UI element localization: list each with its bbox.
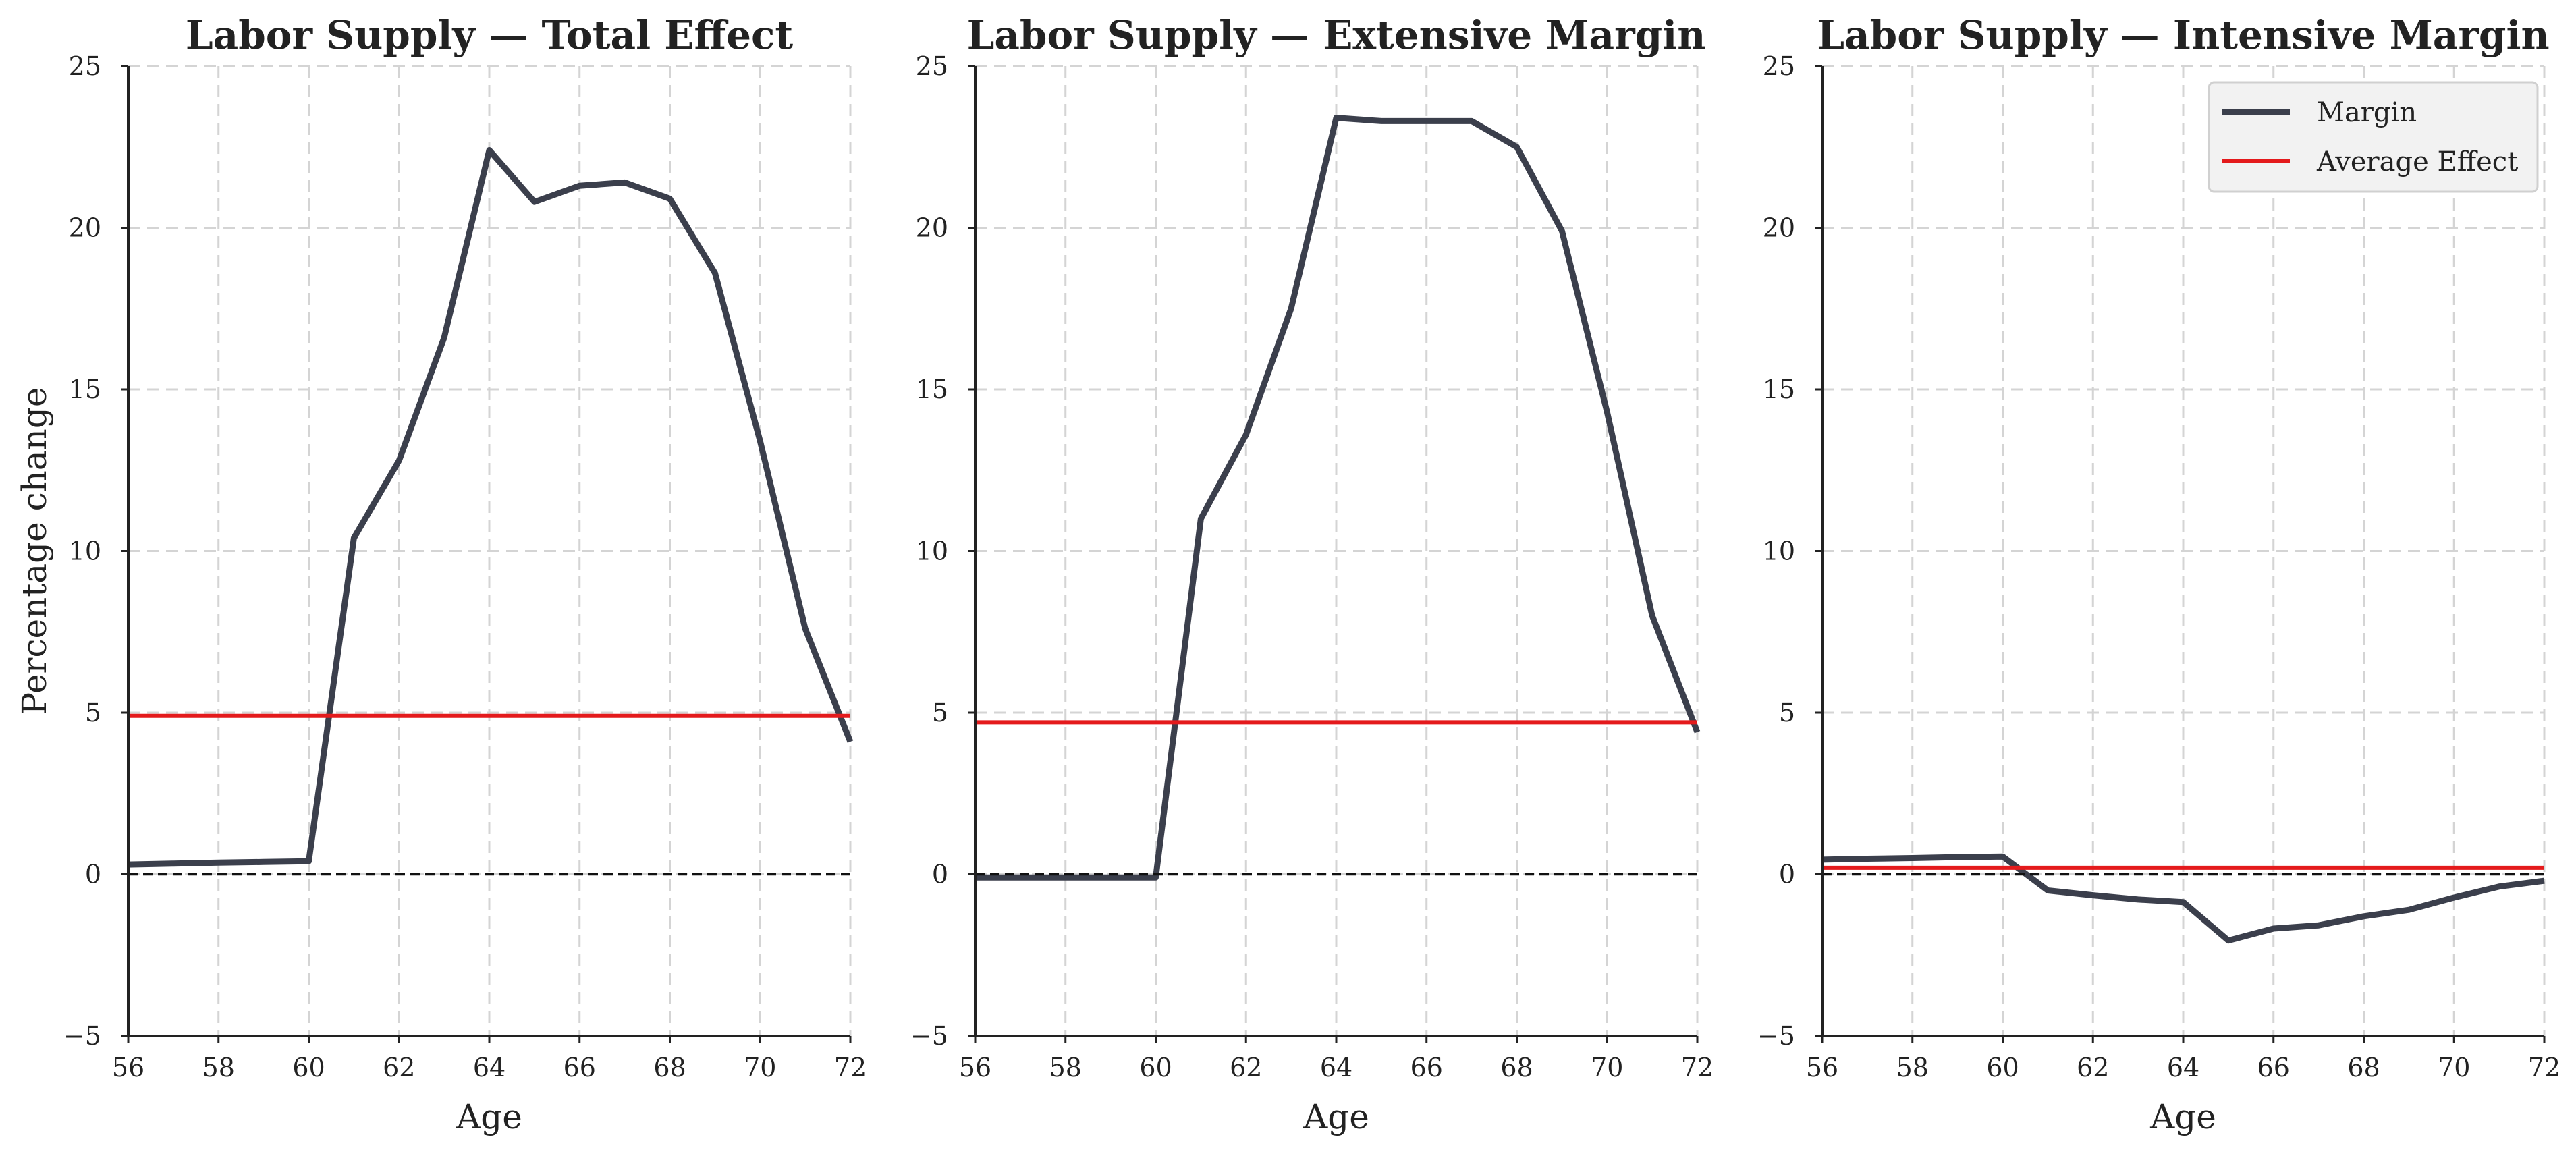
y-axis-label: Percentage change — [15, 387, 54, 715]
x-tick-label: 64 — [2167, 1053, 2199, 1082]
x-tick-label: 68 — [2347, 1053, 2380, 1082]
panel-intensive-margin: 56 58 60 62 64 66 68 70 72 −5 0 5 10 15 20 25 Labor Supp… — [1757, 12, 2560, 1136]
panel-total-effect: 56 58 60 62 64 66 68 70 72 −5 0 5 10 15 20 25 Labor Supp… — [15, 12, 867, 1136]
x-tick-label: 58 — [202, 1053, 235, 1082]
x-tick-label: 64 — [1320, 1053, 1352, 1082]
x-tick-label: 68 — [1500, 1053, 1533, 1082]
x-tick-label: 64 — [473, 1053, 505, 1082]
panel-extensive-margin: 56 58 60 62 64 66 68 70 72 −5 0 5 10 15 20 25 Labor Supp… — [910, 12, 1714, 1136]
x-axis-label: Age — [1303, 1097, 1369, 1136]
y-tick-label: 25 — [916, 51, 948, 81]
y-tick-label: 15 — [69, 375, 101, 404]
x-tick-label: 62 — [1230, 1053, 1262, 1082]
y-tick-label: −5 — [1757, 1021, 1795, 1051]
x-tick-label: 56 — [959, 1053, 991, 1082]
y-tick-label: 20 — [916, 213, 948, 243]
x-tick-label: 72 — [1681, 1053, 1714, 1082]
y-tick-label: 25 — [69, 51, 101, 81]
x-axis-label: Age — [456, 1097, 522, 1136]
x-tick-label: 60 — [292, 1053, 325, 1082]
y-tick-label: 20 — [69, 213, 101, 243]
chart-title: Labor Supply — Intensive Margin — [1817, 12, 2549, 58]
x-tick-label: 72 — [2528, 1053, 2560, 1082]
y-tick-label: 5 — [932, 698, 948, 727]
x-tick-label: 72 — [834, 1053, 867, 1082]
y-tick-label: 20 — [1763, 213, 1795, 243]
x-tick-label: 62 — [383, 1053, 415, 1082]
y-tick-label: 25 — [1763, 51, 1795, 81]
y-tick-label: 10 — [1763, 536, 1795, 566]
y-tick-label: 10 — [69, 536, 101, 566]
y-tick-label: 0 — [932, 860, 948, 889]
margin-line — [1821, 853, 2545, 944]
x-tick-label: 56 — [112, 1053, 144, 1082]
y-tick-label: −5 — [63, 1021, 101, 1051]
y-tick-label: −5 — [910, 1021, 948, 1051]
chart-title: Labor Supply — Extensive Margin — [967, 12, 1706, 58]
y-tick-label: 15 — [916, 375, 948, 404]
x-tick-label: 70 — [2438, 1053, 2470, 1082]
x-tick-label: 70 — [1591, 1053, 1623, 1082]
x-tick-label: 68 — [653, 1053, 686, 1082]
x-tick-label: 62 — [2077, 1053, 2109, 1082]
x-tick-label: 66 — [1410, 1053, 1443, 1082]
x-tick-label: 66 — [2257, 1053, 2290, 1082]
x-tick-label: 58 — [1049, 1053, 1082, 1082]
x-tick-label: 60 — [1139, 1053, 1172, 1082]
legend-label: Average Effect — [2316, 146, 2518, 177]
x-tick-label: 56 — [1806, 1053, 1838, 1082]
legend-label: Margin — [2317, 97, 2417, 128]
y-tick-label: 5 — [85, 698, 101, 727]
y-tick-label: 5 — [1779, 698, 1795, 727]
x-tick-label: 70 — [744, 1053, 776, 1082]
x-tick-label: 58 — [1896, 1053, 1929, 1082]
legend: Margin Average Effect — [2208, 81, 2539, 193]
x-axis-label: Age — [2149, 1097, 2216, 1136]
y-tick-label: 0 — [1779, 860, 1795, 889]
margin-line — [128, 147, 854, 868]
y-tick-label: 0 — [85, 860, 101, 889]
chart-title: Labor Supply — Total Effect — [186, 12, 793, 58]
legend-box — [2208, 81, 2539, 193]
y-tick-label: 15 — [1763, 375, 1795, 404]
margin-line — [975, 115, 1701, 881]
x-tick-label: 60 — [1986, 1053, 2019, 1082]
y-tick-label: 10 — [916, 536, 948, 566]
x-tick-label: 66 — [564, 1053, 596, 1082]
